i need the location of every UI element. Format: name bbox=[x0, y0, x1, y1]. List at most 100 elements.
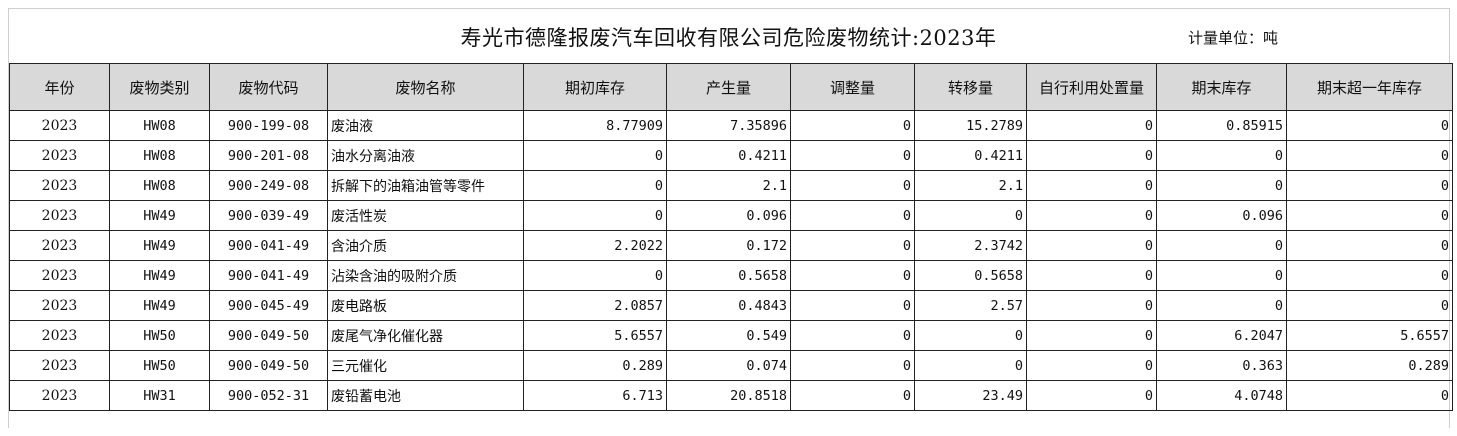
table-row: 2023 HW31 900-052-31 废铅蓄电池 6.713 20.8518 0 23.4… bbox=[9, 380, 1453, 411]
table-cell: 0 bbox=[1156, 260, 1287, 291]
table-cell: HW49 bbox=[109, 260, 210, 291]
table-cell: 0 bbox=[914, 350, 1027, 381]
table-cell: 0 bbox=[1156, 170, 1287, 201]
table-cell: 0 bbox=[790, 350, 915, 381]
table-cell: 0.549 bbox=[666, 320, 791, 351]
table-cell: 2.2022 bbox=[523, 230, 667, 261]
table-cell: HW50 bbox=[109, 350, 210, 381]
table-cell: 0 bbox=[523, 260, 667, 291]
table-cell: 0 bbox=[1286, 260, 1453, 291]
table-cell: 20.8518 bbox=[666, 380, 791, 411]
column-header: 调整量 bbox=[790, 63, 915, 111]
table-cell: 废尾气净化催化器 bbox=[327, 320, 524, 351]
table-cell: 0 bbox=[1026, 290, 1157, 321]
table-cell: 0.4211 bbox=[666, 140, 791, 171]
table-cell: 0 bbox=[523, 140, 667, 171]
table-cell: 2023 bbox=[9, 320, 110, 351]
column-header: 自行利用处置量 bbox=[1026, 63, 1157, 111]
table-cell: 6.713 bbox=[523, 380, 667, 411]
table-cell: 900-049-50 bbox=[209, 350, 328, 381]
table-cell: 900-049-50 bbox=[209, 320, 328, 351]
table-cell: 0 bbox=[914, 200, 1027, 231]
column-header: 期末库存 bbox=[1156, 63, 1287, 111]
table-cell: 0 bbox=[790, 140, 915, 171]
table-cell: 三元催化 bbox=[327, 350, 524, 381]
table-cell: 2.57 bbox=[914, 290, 1027, 321]
table-cell: 0 bbox=[1286, 140, 1453, 171]
table-cell: 2.3742 bbox=[914, 230, 1027, 261]
table-cell: 15.2789 bbox=[914, 110, 1027, 141]
table-cell: 6.2047 bbox=[1156, 320, 1287, 351]
table-cell: 0 bbox=[790, 200, 915, 231]
table-cell: 沾染含油的吸附介质 bbox=[327, 260, 524, 291]
table-cell: 0 bbox=[1026, 260, 1157, 291]
table-cell: 0.5658 bbox=[666, 260, 791, 291]
table-cell: 2023 bbox=[9, 230, 110, 261]
table-cell: 2023 bbox=[9, 170, 110, 201]
table-cell: 900-039-49 bbox=[209, 200, 328, 231]
table-cell: HW49 bbox=[109, 200, 210, 231]
table-cell: 2023 bbox=[9, 350, 110, 381]
table-cell: 0 bbox=[1156, 140, 1287, 171]
table-cell: 0.096 bbox=[666, 200, 791, 231]
table-cell: 900-199-08 bbox=[209, 110, 328, 141]
table-cell: 2023 bbox=[9, 110, 110, 141]
column-header: 废物代码 bbox=[209, 63, 328, 111]
table-cell: 5.6557 bbox=[523, 320, 667, 351]
table-cell: HW50 bbox=[109, 320, 210, 351]
table-cell: 0 bbox=[523, 200, 667, 231]
table-cell: HW08 bbox=[109, 140, 210, 171]
waste-statistics-table: 年份 废物类别 废物代码 废物名称 期初库存 产生量 调整量 转移量 自行利用处置量 期末库存 期末… bbox=[9, 63, 1453, 411]
table-cell: 900-249-08 bbox=[209, 170, 328, 201]
table-cell: 废铅蓄电池 bbox=[327, 380, 524, 411]
table-cell: 900-045-49 bbox=[209, 290, 328, 321]
table-cell: 2.0857 bbox=[523, 290, 667, 321]
table-row: 2023 HW08 900-201-08 油水分离油液 0 0.4211 0 0.4211 0 0… bbox=[9, 140, 1453, 171]
table-header-row: 年份 废物类别 废物代码 废物名称 期初库存 产生量 调整量 转移量 自行利用处置量 期末库存 期末… bbox=[9, 63, 1453, 111]
table-cell: 0 bbox=[1026, 110, 1157, 141]
table-cell: 0 bbox=[1286, 290, 1453, 321]
table-cell: 5.6557 bbox=[1286, 320, 1453, 351]
table-cell: 0.4843 bbox=[666, 290, 791, 321]
table-cell: 0 bbox=[790, 170, 915, 201]
table-cell: 0 bbox=[1156, 230, 1287, 261]
table-cell: 8.77909 bbox=[523, 110, 667, 141]
table-cell: 2.1 bbox=[914, 170, 1027, 201]
table-cell: 2.1 bbox=[666, 170, 791, 201]
table-cell: 4.0748 bbox=[1156, 380, 1287, 411]
table-cell: 0 bbox=[1026, 320, 1157, 351]
table-cell: 0 bbox=[1156, 290, 1287, 321]
column-header: 转移量 bbox=[914, 63, 1027, 111]
table-cell: 0.289 bbox=[1286, 350, 1453, 381]
table-row: 2023 HW49 900-041-49 含油介质 2.2022 0.172 0 2.3742… bbox=[9, 230, 1453, 261]
table-cell: 0 bbox=[1286, 380, 1453, 411]
table-cell: 0 bbox=[1026, 140, 1157, 171]
table-cell: 2023 bbox=[9, 140, 110, 171]
table-cell: 0 bbox=[790, 380, 915, 411]
table-cell: 拆解下的油箱油管等零件 bbox=[327, 170, 524, 201]
table-cell: 0 bbox=[914, 320, 1027, 351]
table-cell: 0 bbox=[1286, 200, 1453, 231]
table-cell: 900-041-49 bbox=[209, 230, 328, 261]
table-cell: 900-201-08 bbox=[209, 140, 328, 171]
table-cell: 0 bbox=[1026, 230, 1157, 261]
table-row: 2023 HW49 900-041-49 沾染含油的吸附介质 0 0.5658 0 0.565… bbox=[9, 260, 1453, 291]
table-cell: 900-041-49 bbox=[209, 260, 328, 291]
table-cell: 0 bbox=[790, 320, 915, 351]
table-cell: 0.363 bbox=[1156, 350, 1287, 381]
column-header: 废物名称 bbox=[327, 63, 524, 111]
table-row: 2023 HW08 900-249-08 拆解下的油箱油管等零件 0 2.1 0 2.1 0 0 0 bbox=[9, 170, 1453, 201]
table-cell: 0 bbox=[1026, 350, 1157, 381]
table-cell: 0.074 bbox=[666, 350, 791, 381]
table-cell: 0 bbox=[1026, 200, 1157, 231]
table-row: 2023 HW49 900-039-49 废活性炭 0 0.096 0 0 0 0.096 0 bbox=[9, 200, 1453, 231]
table-cell: 0.289 bbox=[523, 350, 667, 381]
table-cell: 2023 bbox=[9, 260, 110, 291]
table-cell: 0 bbox=[790, 260, 915, 291]
table-cell: HW49 bbox=[109, 290, 210, 321]
column-header: 期末超一年库存 bbox=[1286, 63, 1453, 111]
table-cell: 2023 bbox=[9, 290, 110, 321]
table-cell: 7.35896 bbox=[666, 110, 791, 141]
table-cell: 900-052-31 bbox=[209, 380, 328, 411]
table-cell: 2023 bbox=[9, 380, 110, 411]
